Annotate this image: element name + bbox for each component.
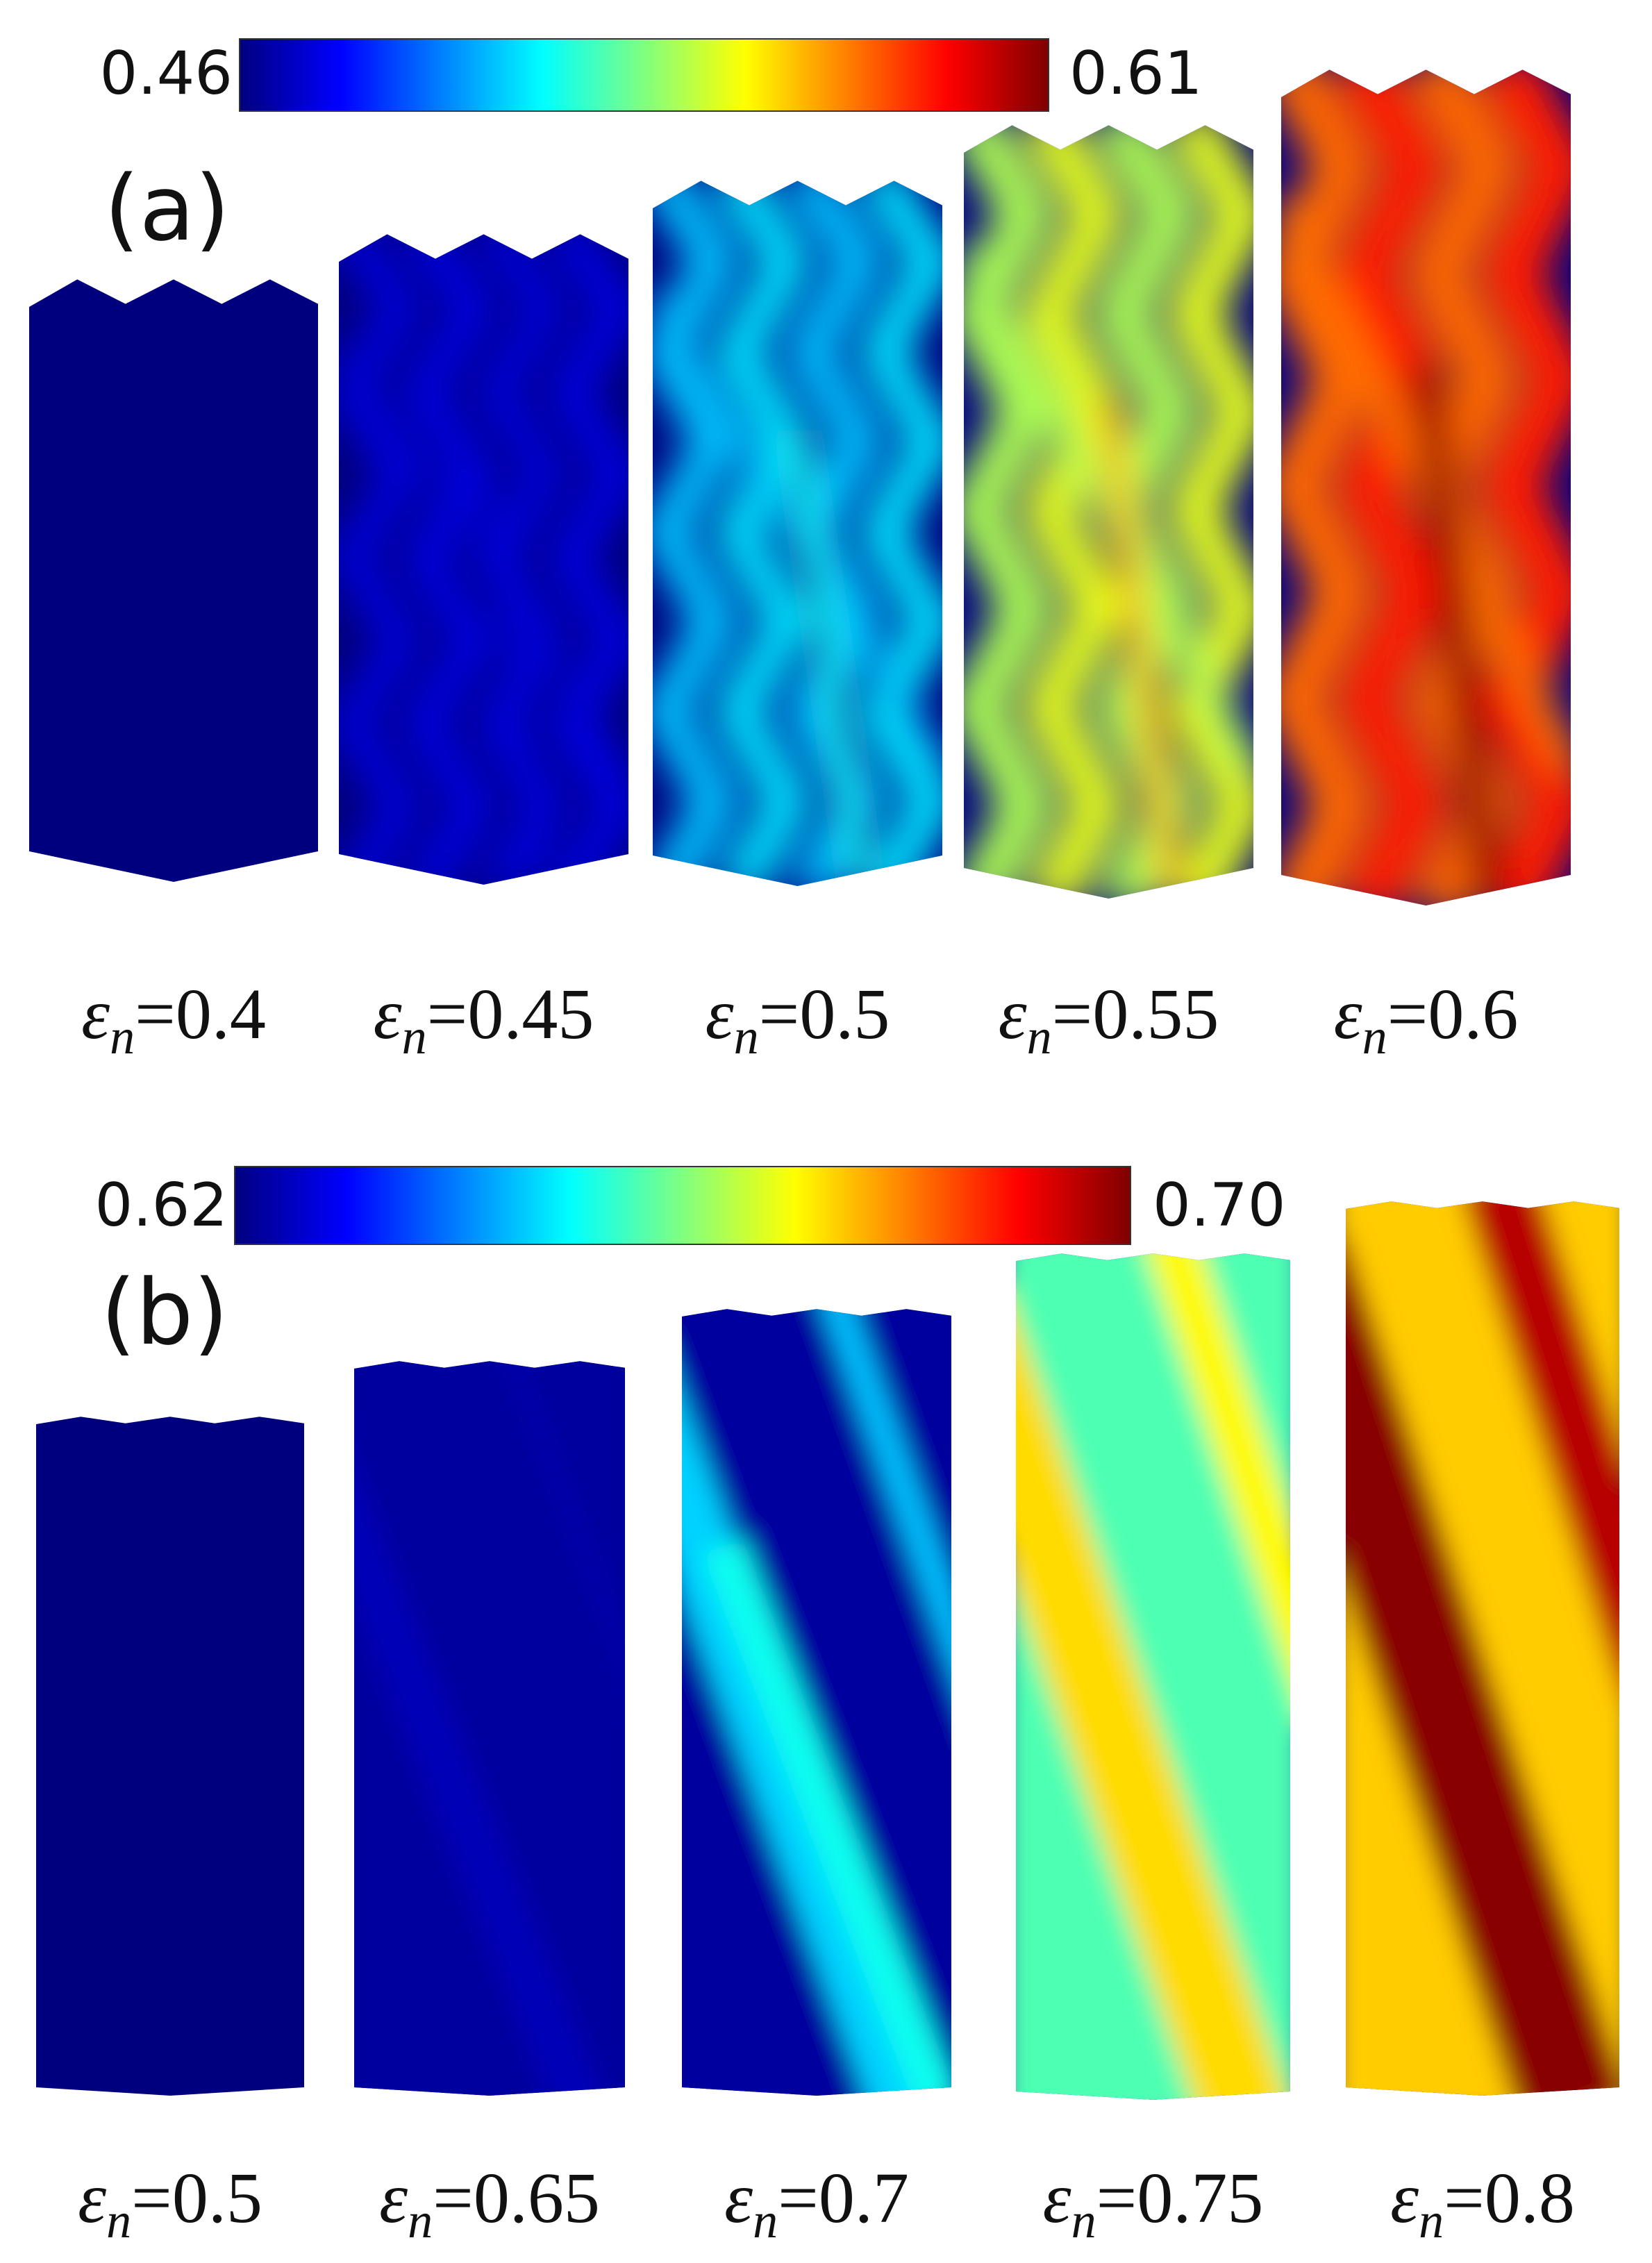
strain-label: εn=0.7 <box>724 2158 909 2248</box>
strain-label: εn=0.8 <box>1390 2158 1575 2248</box>
strain-label: εn=0.5 <box>706 974 890 1064</box>
specimen <box>964 125 1253 899</box>
colorbar-a-max-label: 0.61 <box>1069 39 1202 108</box>
specimen <box>339 234 628 885</box>
specimen <box>1016 1253 1290 2100</box>
strain-label: εn=0.4 <box>81 974 266 1064</box>
specimen <box>354 1361 625 2096</box>
specimen <box>682 1309 951 2096</box>
specimen <box>653 181 942 886</box>
colorbar-a <box>239 38 1049 112</box>
specimen <box>1346 1201 1619 2096</box>
colorbar-b-max-label: 0.70 <box>1153 1171 1285 1240</box>
specimen <box>29 279 318 882</box>
panel-b: 0.62 0.70 (b) εn=0.5 εn=0.65 εn=0.7 εn=0.75… <box>36 1166 1619 2248</box>
panel-a-label: (a) <box>104 156 230 261</box>
panel-b-label: (b) <box>101 1260 228 1365</box>
colorbar-b-min-label: 0.62 <box>95 1171 228 1240</box>
specimen <box>36 1417 304 2096</box>
strain-label: εn=0.5 <box>78 2158 262 2248</box>
specimens-a <box>29 69 1571 905</box>
specimens-b <box>36 1201 1619 2100</box>
strain-label: εn=0.45 <box>374 974 594 1064</box>
colorbar-a-min-label: 0.46 <box>100 39 233 108</box>
strain-labels-b: εn=0.5 εn=0.65 εn=0.7 εn=0.75 εn=0.8 <box>78 2158 1575 2248</box>
panel-a: 0.46 0.61 (a) εn=0.4 εn=0.45 εn=0.5 εn=0.55… <box>29 38 1571 1064</box>
colorbar-b <box>234 1166 1131 1245</box>
strain-label: εn=0.65 <box>379 2158 600 2248</box>
strain-labels-a: εn=0.4 εn=0.45 εn=0.5 εn=0.55 εn=0.6 <box>81 974 1518 1064</box>
strain-label: εn=0.55 <box>999 974 1219 1064</box>
strain-label: εn=0.6 <box>1334 974 1519 1064</box>
strain-label: εn=0.75 <box>1043 2158 1264 2248</box>
specimen <box>1281 69 1571 905</box>
